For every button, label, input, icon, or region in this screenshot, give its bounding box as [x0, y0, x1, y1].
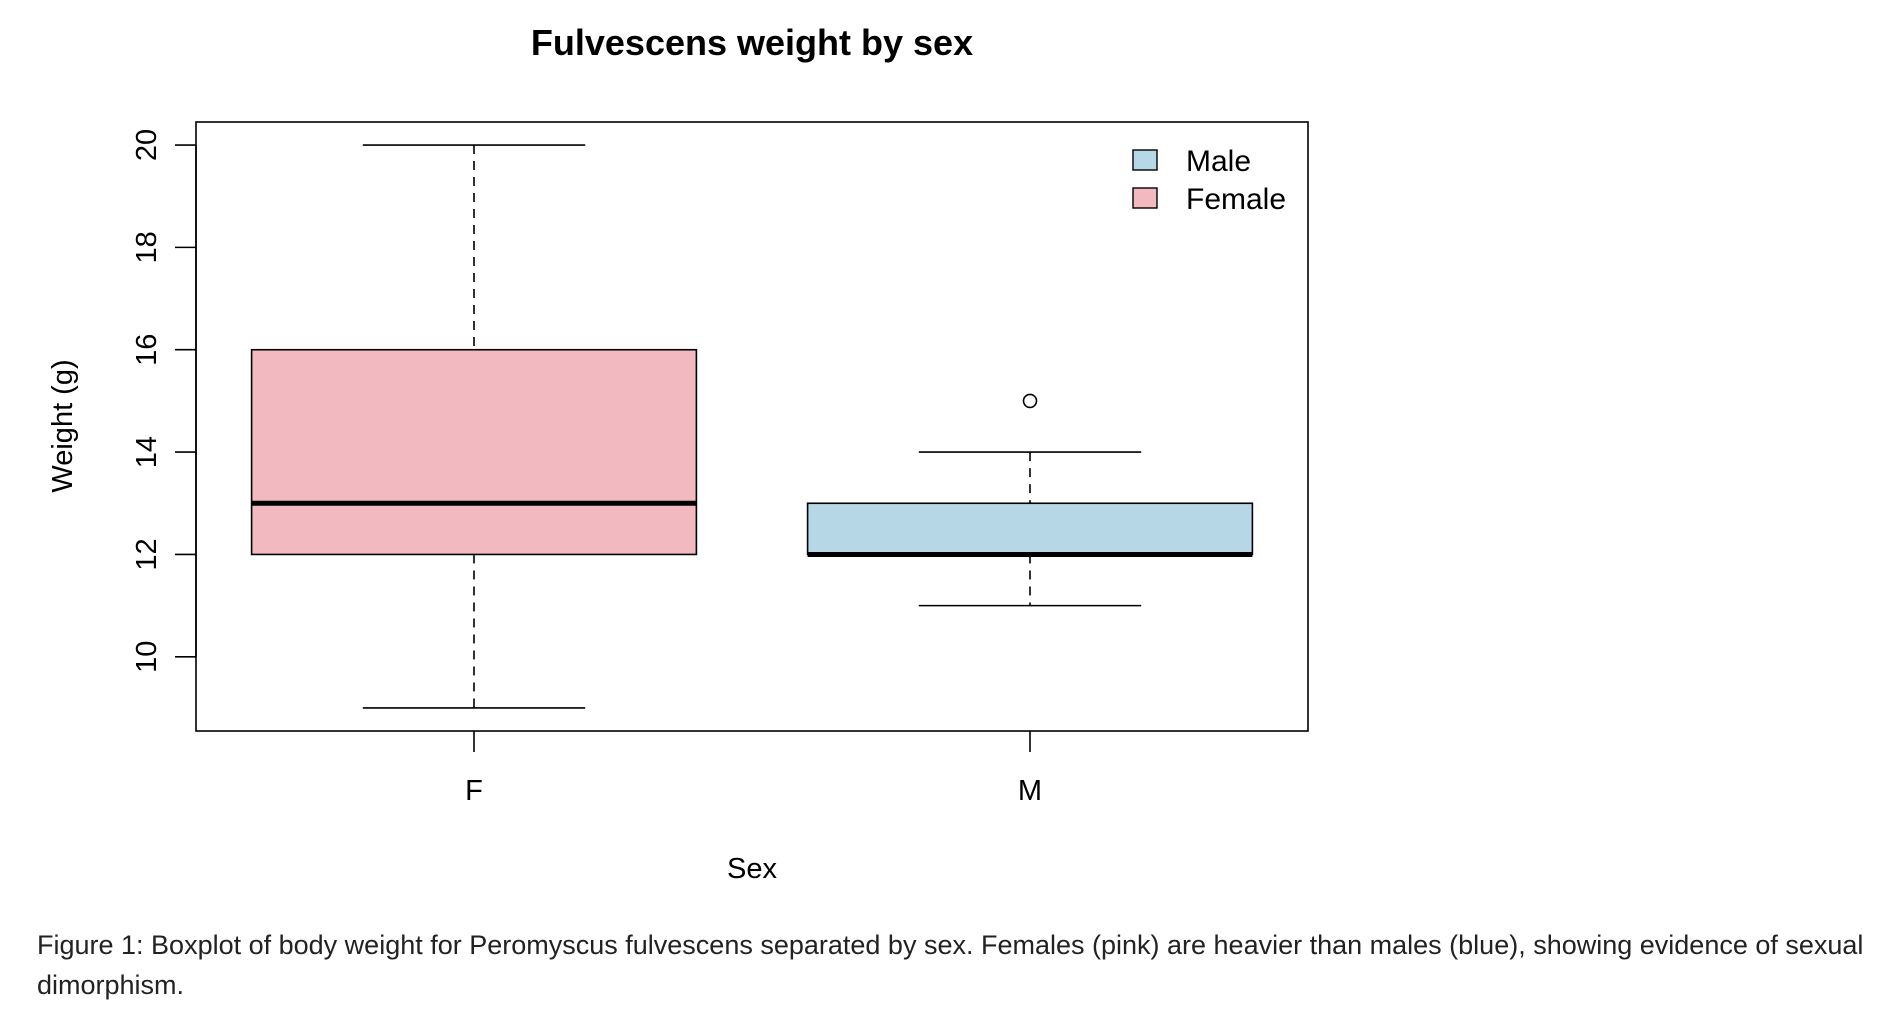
y-tick-label: 20 [131, 129, 163, 161]
y-tick-label: 14 [131, 436, 163, 468]
y-tick-label: 10 [131, 641, 163, 673]
iqr-box [250, 348, 698, 556]
chart-title: Fulvescens weight by sex [531, 22, 973, 63]
legend-item-female: Female [1132, 183, 1286, 216]
legend-label: Male [1186, 145, 1251, 178]
outlier-point [1022, 393, 1038, 409]
x-axis-label: Sex [727, 853, 777, 885]
box-m [806, 393, 1254, 607]
x-tick-label: M [1018, 775, 1042, 807]
y-tick-label: 16 [131, 334, 163, 366]
box-f [250, 144, 698, 709]
legend-label: Female [1186, 183, 1286, 216]
figure-caption: Figure 1: Boxplot of body weight for Per… [37, 930, 1864, 1000]
iqr-box [806, 502, 1254, 556]
x-tick-label: F [465, 775, 483, 807]
y-axis: 10 12 14 16 18 20 [131, 129, 197, 673]
legend-swatch [1132, 149, 1158, 171]
y-tick-label: 12 [131, 538, 163, 570]
boxes [250, 144, 1254, 709]
legend: Male Female [1132, 145, 1286, 216]
y-tick-label: 18 [131, 231, 163, 263]
legend-item-male: Male [1132, 145, 1251, 178]
y-axis-label: Weight (g) [47, 359, 79, 492]
legend-swatch [1132, 187, 1158, 209]
